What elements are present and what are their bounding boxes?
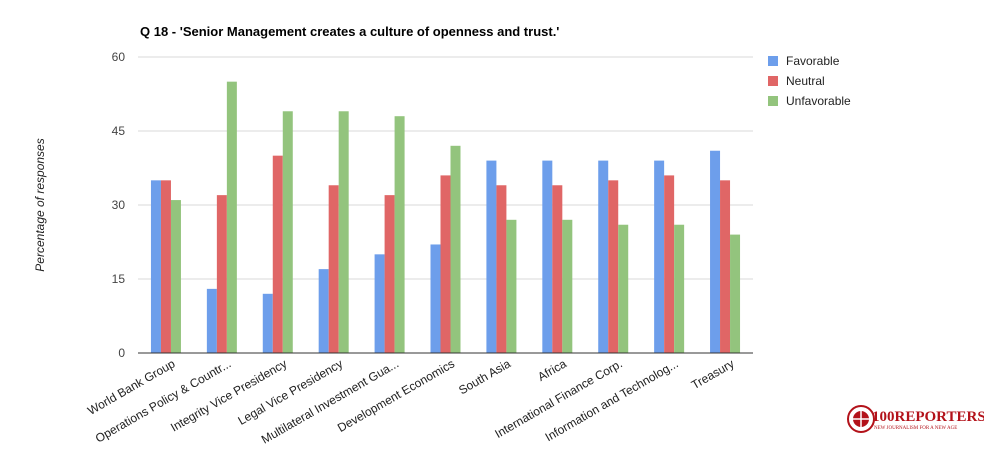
- bar-unfavorable-6: [506, 219, 517, 353]
- bar-neutral-7: [552, 185, 563, 353]
- x-tick-label: South Asia: [456, 356, 513, 397]
- y-tick-label: 0: [118, 346, 125, 360]
- bar-unfavorable-4: [394, 116, 405, 353]
- bar-neutral-4: [384, 195, 395, 353]
- bar-unfavorable-3: [338, 111, 349, 354]
- bar-favorable-1: [206, 288, 217, 353]
- bar-favorable-9: [654, 160, 665, 353]
- legend-swatch-favorable: [768, 56, 778, 66]
- bar-neutral-9: [664, 175, 675, 353]
- bar-favorable-2: [262, 293, 273, 353]
- bar-favorable-8: [598, 160, 609, 353]
- bar-neutral-10: [720, 180, 731, 353]
- y-tick-label: 30: [112, 198, 126, 212]
- bar-neutral-6: [496, 185, 507, 353]
- bar-favorable-6: [486, 160, 497, 353]
- bar-unfavorable-7: [562, 219, 573, 353]
- bar-neutral-2: [272, 155, 283, 353]
- bar-unfavorable-10: [730, 234, 741, 353]
- legend-swatch-neutral: [768, 76, 778, 86]
- logo-text: 100REPORTERS: [872, 409, 984, 425]
- y-tick-label: 60: [112, 50, 126, 64]
- legend: Favorable Neutral Unfavorable: [768, 54, 851, 108]
- bar-unfavorable-2: [282, 111, 293, 354]
- bar-unfavorable-5: [450, 145, 461, 353]
- legend-label-favorable: Favorable: [786, 54, 840, 68]
- bar-neutral-3: [328, 185, 339, 353]
- x-tick-label: Africa: [535, 356, 569, 384]
- bar-neutral-0: [160, 180, 171, 353]
- bar-unfavorable-8: [618, 224, 629, 353]
- bar-neutral-8: [608, 180, 619, 353]
- y-tick-label: 45: [112, 124, 126, 138]
- y-tick-label: 15: [112, 272, 126, 286]
- legend-label-unfavorable: Unfavorable: [786, 94, 851, 108]
- y-axis-label: Percentage of responses: [33, 138, 47, 271]
- x-tick-label: Treasury: [689, 356, 737, 392]
- bar-favorable-7: [542, 160, 553, 353]
- bar-neutral-5: [440, 175, 451, 353]
- logo-tagline: NEW JOURNALISM FOR A NEW AGE: [874, 426, 957, 431]
- legend-label-neutral: Neutral: [786, 74, 825, 88]
- bar-favorable-0: [150, 180, 161, 353]
- chart-title: Q 18 - 'Senior Management creates a cult…: [140, 24, 559, 39]
- bar-neutral-1: [216, 195, 227, 353]
- legend-swatch-unfavorable: [768, 96, 778, 106]
- bar-favorable-10: [710, 150, 721, 353]
- bar-favorable-4: [374, 254, 385, 353]
- bar-favorable-3: [318, 269, 329, 353]
- bars: [150, 81, 741, 354]
- bar-unfavorable-0: [170, 200, 181, 353]
- bar-unfavorable-1: [226, 81, 237, 354]
- 100reporters-logo: 100REPORTERS NEW JOURNALISM FOR A NEW AG…: [847, 405, 984, 433]
- y-axis-ticks: 0 15 30 45 60: [112, 50, 126, 360]
- bar-favorable-5: [430, 244, 441, 353]
- logo-globe-meridian: [853, 411, 869, 427]
- bar-unfavorable-9: [674, 224, 685, 353]
